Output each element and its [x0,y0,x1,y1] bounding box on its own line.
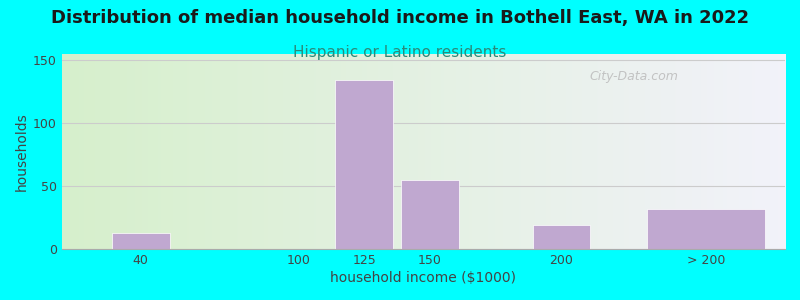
Text: Distribution of median household income in Bothell East, WA in 2022: Distribution of median household income … [51,9,749,27]
Y-axis label: households: households [15,112,29,191]
Bar [647,209,766,249]
Text: Hispanic or Latino residents: Hispanic or Latino residents [294,45,506,60]
X-axis label: household income ($1000): household income ($1000) [330,271,517,285]
Bar [335,80,394,249]
Bar [112,232,170,249]
Bar [401,180,459,249]
Bar [533,225,590,249]
Text: City-Data.com: City-Data.com [590,70,678,83]
